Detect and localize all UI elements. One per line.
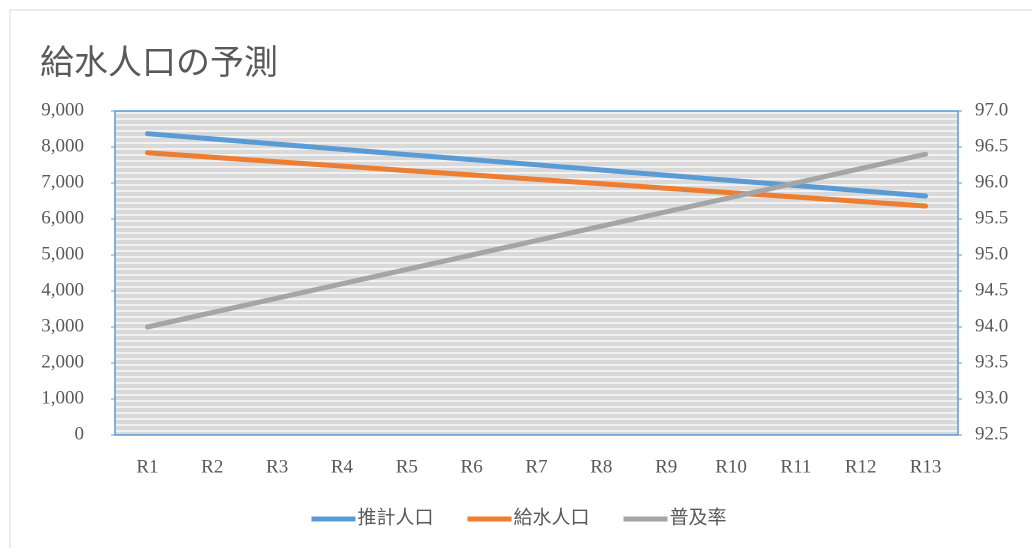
y2-tick-label: 92.5 (975, 423, 1008, 444)
x-tick-label: R7 (525, 456, 547, 477)
y2-tick-label: 94.5 (975, 279, 1008, 300)
legend-label: 給水人口 (514, 506, 590, 528)
y-tick-label: 2,000 (41, 351, 84, 372)
y-tick-label: 7,000 (41, 171, 84, 192)
y2-tick-label: 93.0 (975, 387, 1008, 408)
x-tick-label: R6 (461, 456, 483, 477)
y-tick-label: 3,000 (41, 315, 84, 336)
y2-tick-label: 93.5 (975, 351, 1008, 372)
x-tick-label: R10 (715, 456, 747, 477)
y2-tick-label: 97.0 (975, 99, 1008, 120)
y-tick-label: 5,000 (41, 243, 84, 264)
y2-tick-label: 96.5 (975, 135, 1008, 156)
y2-tick-label: 96.0 (975, 171, 1008, 192)
legend-label: 推計人口 (358, 506, 434, 528)
y-tick-label: 4,000 (41, 279, 84, 300)
y-tick-label: 9,000 (41, 99, 84, 120)
y-tick-label: 8,000 (41, 135, 84, 156)
x-tick-label: R1 (136, 456, 158, 477)
series-line (144, 151, 929, 330)
x-tick-label: R9 (655, 456, 677, 477)
y-tick-label: 6,000 (41, 207, 84, 228)
y-tick-label: 1,000 (41, 387, 84, 408)
x-tick-label: R8 (590, 456, 612, 477)
y2-tick-label: 95.5 (975, 207, 1008, 228)
x-tick-label: R12 (845, 456, 877, 477)
x-tick-label: R5 (396, 456, 418, 477)
chart-title: 給水人口の予測 (40, 44, 278, 82)
series-line (144, 150, 929, 209)
y2-tick-label: 94.0 (975, 315, 1008, 336)
y-tick-label: 0 (75, 423, 85, 444)
y2-tick-label: 95.0 (975, 243, 1008, 264)
legend-label: 普及率 (670, 506, 727, 528)
x-tick-label: R4 (331, 456, 354, 477)
x-tick-label: R2 (201, 456, 223, 477)
x-tick-label: R13 (910, 456, 942, 477)
x-tick-label: R3 (266, 456, 288, 477)
x-tick-label: R11 (780, 456, 811, 477)
